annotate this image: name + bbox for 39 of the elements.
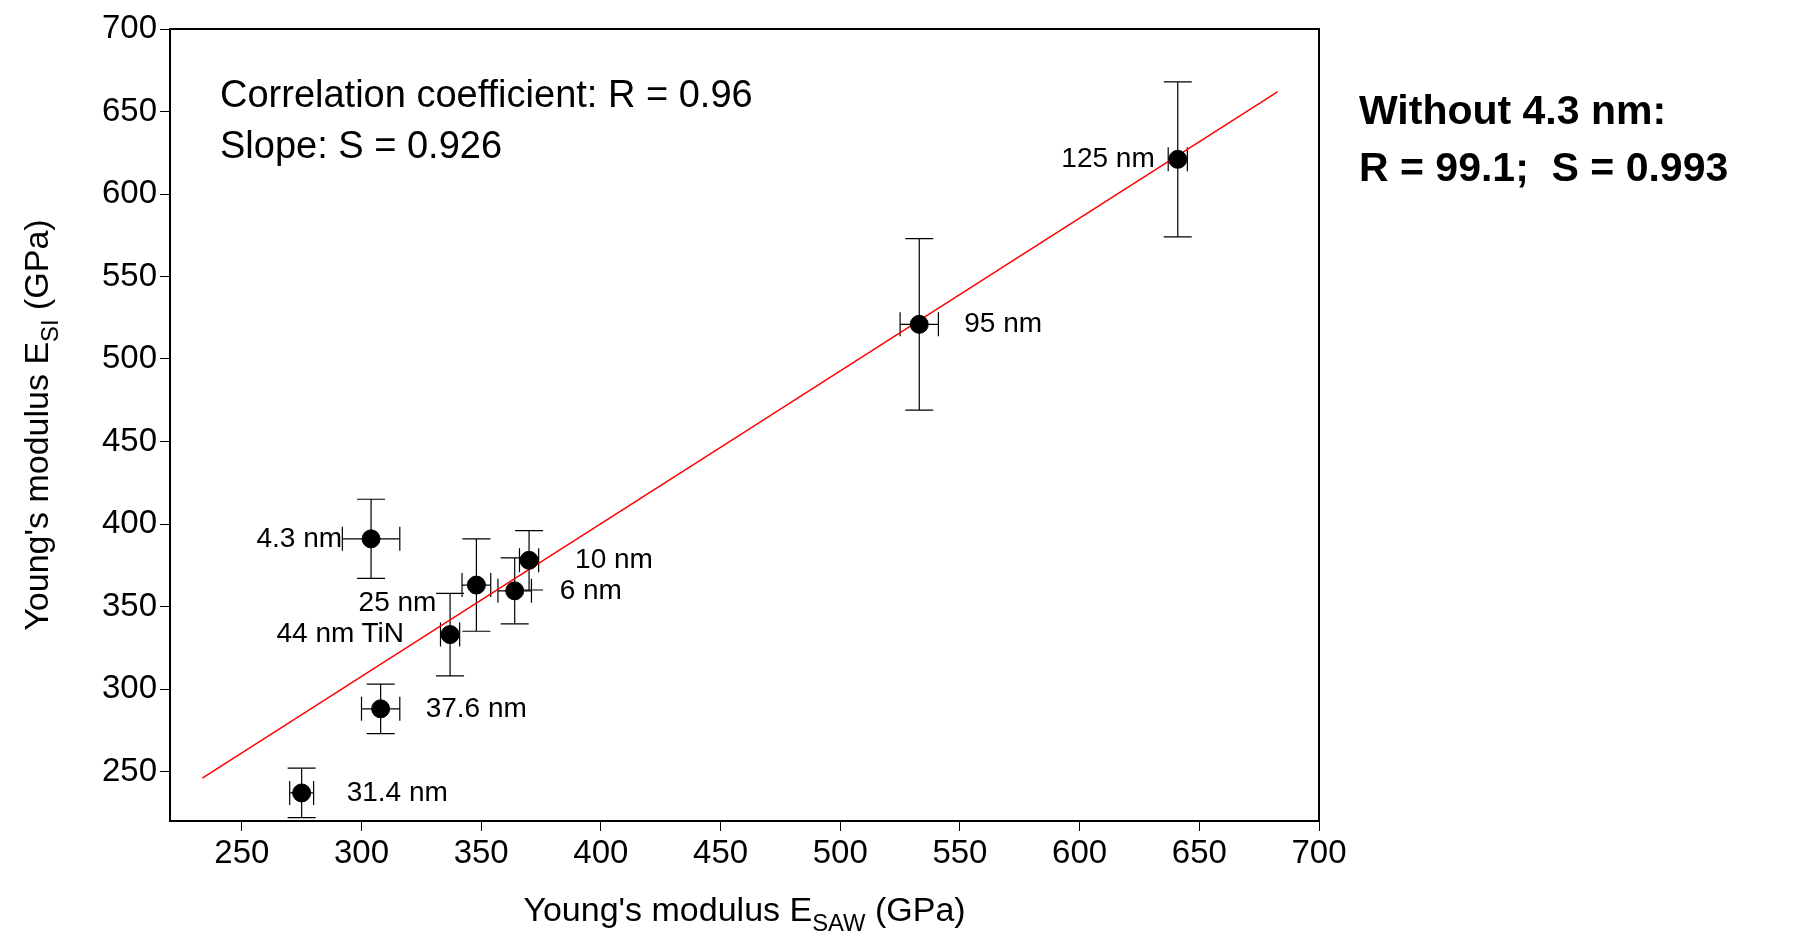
annotation: 44 nm TiN: [276, 617, 405, 649]
y-axis-title: Young's modulus ESI (GPa): [17, 219, 64, 631]
point: [466, 575, 486, 595]
x-tick-label: 600: [1052, 832, 1108, 870]
point: [361, 529, 381, 549]
x-tick-label: 300: [333, 832, 390, 870]
annotation: 6 nm: [559, 573, 622, 605]
x-tick-label: 550: [932, 832, 988, 870]
annotation: 31.4 nm: [346, 775, 448, 807]
y-tick-label: 450: [101, 420, 157, 458]
x-tick-label: 700: [1291, 832, 1347, 870]
text: Without 4.3 nm:: [1359, 87, 1667, 133]
annotation: 37.6 nm: [425, 691, 527, 723]
annotation: 125 nm: [1061, 142, 1155, 174]
annotation: Slope: S = 0.926: [220, 124, 503, 166]
y-tick-label: 500: [101, 338, 157, 376]
y-tick-label: 650: [101, 90, 157, 128]
x-tick-label: 650: [1171, 832, 1227, 870]
y-tick-label: 350: [101, 585, 157, 623]
y-tick-label: 600: [101, 173, 157, 211]
annotation: 10 nm: [575, 543, 653, 575]
annotation: 25 nm: [358, 585, 437, 617]
y-tick-label: 700: [101, 8, 157, 46]
y-tick-label: 550: [101, 255, 157, 293]
point: [909, 314, 929, 334]
y-tick-label: 300: [101, 668, 157, 706]
x-tick-label: 450: [693, 832, 749, 870]
text: R = 99.1; S = 0.993: [1359, 144, 1729, 190]
annotation: Correlation coefficient: R = 0.96: [220, 73, 753, 115]
x-tick-label: 500: [812, 832, 868, 870]
x-tick-label: 250: [214, 832, 270, 870]
y-tick-label: 250: [101, 750, 157, 788]
annotation: 95 nm: [964, 307, 1043, 339]
x-tick-label: 400: [573, 832, 629, 870]
x-tick-label: 350: [453, 832, 509, 870]
point: [371, 699, 391, 719]
annotation: 4.3 nm: [256, 521, 343, 553]
y-tick-label: 400: [101, 503, 157, 541]
point: [505, 581, 525, 601]
